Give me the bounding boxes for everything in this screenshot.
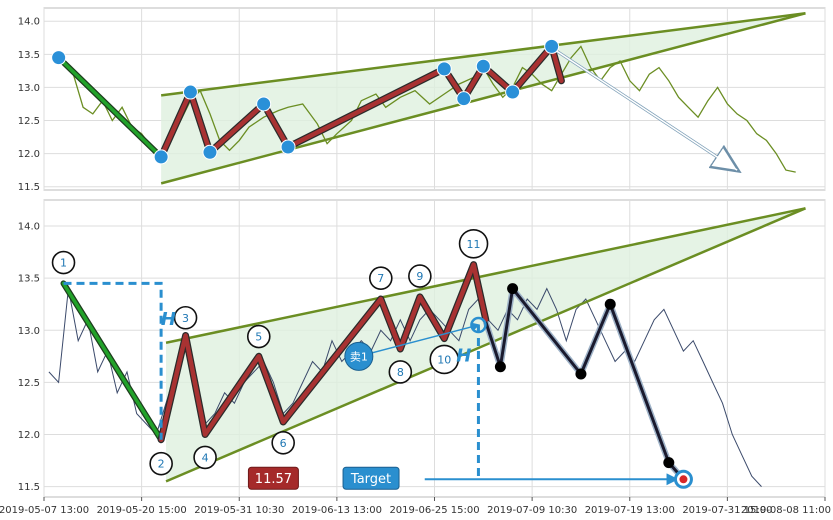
sell-arrow [358, 322, 481, 358]
y-tick-label: 12.5 [18, 378, 40, 389]
target-badge [342, 466, 400, 490]
pivot-label-circle [149, 451, 173, 476]
pivot-label-5: 5 [255, 331, 262, 344]
y-tick-label: 12.0 [18, 430, 40, 441]
y-tick-label: 14.0 [18, 17, 40, 28]
pivot-dot [182, 84, 198, 100]
pivot-label-2: 2 [158, 458, 165, 471]
x-tick-label: 2019-05-07 13:00 [0, 505, 89, 516]
pivot-label-circle [173, 305, 198, 330]
x-tick-label: 2019-05-20 15:00 [97, 505, 187, 516]
wedge-area [161, 13, 806, 184]
bottom-panel: 11.5 12.0 12.5 13.0 13.5 14.0 卖1 1 2 3 4 5 6 7 8 9 10 11 H… [18, 199, 826, 498]
x-tick-label: 2019-06-13 13:00 [292, 505, 382, 516]
pivot-dot [505, 84, 521, 100]
pivot-label-circle [271, 431, 295, 455]
pivot-label-4: 4 [202, 451, 209, 464]
sell-marker-label: 卖1 [350, 350, 368, 363]
pivot-label-1: 1 [60, 257, 67, 270]
wedge-lower-line [165, 207, 806, 483]
y-tick-label: 13.5 [18, 50, 40, 61]
y-tick-label: 12.0 [18, 149, 40, 160]
pivot-dot [280, 139, 296, 155]
wedge-upper-line [160, 12, 806, 97]
first-leg-line [61, 281, 163, 442]
y-tick-label: 11.5 [18, 182, 40, 193]
sell-marker-circle [344, 341, 374, 371]
pivot-label-circle [51, 250, 76, 275]
pivot-label-3: 3 [182, 312, 189, 325]
pivot-label-6: 6 [280, 437, 287, 450]
y-tick-label: 12.5 [18, 116, 40, 127]
forecast-arrow-core [551, 47, 738, 171]
pivot-label-9: 9 [416, 270, 423, 283]
pivot-label-circle [246, 324, 271, 349]
pivot-label-7: 7 [377, 272, 384, 285]
y-tick-label: 13.5 [18, 274, 40, 285]
h-label-right: H [456, 346, 471, 367]
projection-dot [494, 361, 506, 373]
pivot-dot [51, 50, 67, 66]
pivot-dot [256, 96, 272, 112]
x-tick-label: 2019-07-19 13:00 [585, 505, 675, 516]
pivot-label-circle [408, 264, 432, 288]
y-tick-label: 13.0 [18, 83, 40, 94]
pivot-label-10: 10 [437, 353, 451, 366]
price-badge [247, 466, 299, 490]
h-label-left: H [161, 309, 176, 330]
pivot-dot [202, 144, 218, 160]
x-tick-label: 2019-05-31 10:30 [194, 505, 284, 516]
wedge-lower-line [160, 12, 806, 185]
projection-dot [663, 457, 675, 469]
pivot-dot [456, 91, 472, 107]
pivot-label-circle [458, 228, 489, 259]
y-tick-label: 13.0 [18, 326, 40, 337]
pivot-dot [544, 38, 560, 54]
x-tick-label: 2019-07-09 10:30 [487, 505, 577, 516]
first-leg-line [56, 55, 163, 159]
price-badge-label: 11.57 [255, 472, 292, 487]
top-panel: 11.5 12.0 12.5 13.0 13.5 14.0 [18, 7, 826, 193]
projection-dot [604, 298, 616, 310]
pivot-label-circle [388, 360, 413, 384]
pivot-label-circle [193, 445, 217, 470]
target-badge-label: Target [350, 472, 391, 487]
projection-dot [575, 368, 587, 380]
pivot-label-circle [429, 344, 460, 375]
projection-dot [507, 283, 519, 295]
x-axis: 2019-05-07 13:00 2019-05-20 15:00 2019-05-… [0, 497, 831, 516]
pivot-dot [153, 149, 169, 165]
pivot-label-circle [369, 266, 393, 290]
target-point-dot [679, 475, 688, 484]
y-tick-label: 11.5 [18, 482, 40, 493]
y-tick-label: 14.0 [18, 222, 40, 233]
h-box-left [63, 281, 163, 440]
x-tick-label: 2019-07-31 15:00 [682, 505, 772, 516]
pivot-dot [436, 61, 452, 77]
pivot-label-8: 8 [397, 366, 404, 379]
pivot-label-11: 11 [467, 238, 481, 251]
pivot-dot [475, 58, 491, 74]
x-tick-label: 2019-06-25 15:00 [389, 505, 479, 516]
wedge-upper-line [165, 207, 806, 344]
x-tick-label: 2019-08-08 11:00 [741, 505, 831, 516]
zigzag-line [158, 262, 489, 442]
sell-target-ring [470, 316, 487, 334]
